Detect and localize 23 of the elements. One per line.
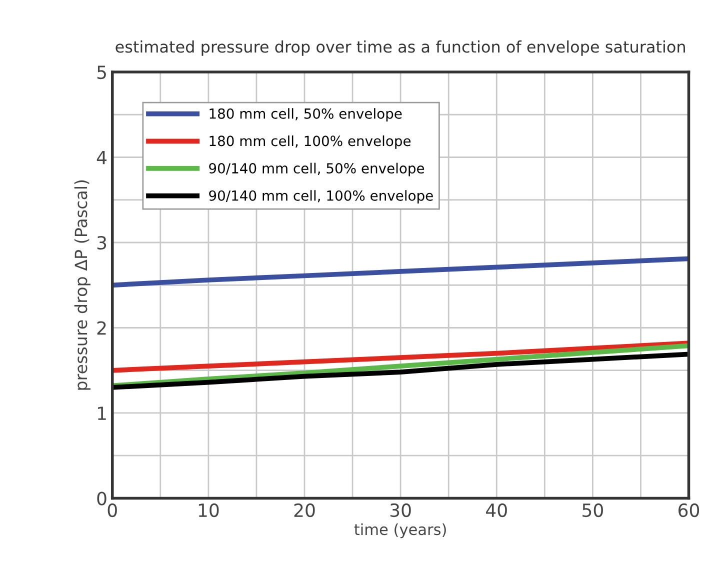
x-tick-label: 10 [198,503,219,518]
chart-title: estimated pressure drop over time as a function of envelope saturation [116,40,685,56]
y-axis-title: pressure drop ΔP (Pascal) [74,180,90,390]
y-tick-label: 1 [98,406,106,420]
y-tick-label: 3 [97,236,106,250]
y-tick-label: 4 [96,150,106,164]
x-tick-label: 40 [486,503,507,518]
y-tick-label: 5 [97,66,106,80]
legend-label: 180 mm cell, 50% envelope [210,108,402,122]
legend-label: 180 mm cell, 100% envelope [210,135,411,149]
x-tick-label: 20 [294,503,315,518]
x-axis-title: time (years) [354,523,446,538]
legend-label: 90/140 mm cell, 50% envelope [209,162,424,176]
x-tick-label: 30 [390,503,411,518]
x-tick-label: 0 [108,503,117,518]
legend-label: 90/140 mm cell, 100% envelope [209,190,433,204]
y-tick-label: 0 [97,492,106,506]
line-series [112,256,689,288]
line-series [112,352,689,390]
line-series [112,340,689,373]
x-tick-label: 50 [582,503,603,518]
x-tick-label: 60 [678,503,700,518]
y-tick-label: 2 [97,321,106,335]
